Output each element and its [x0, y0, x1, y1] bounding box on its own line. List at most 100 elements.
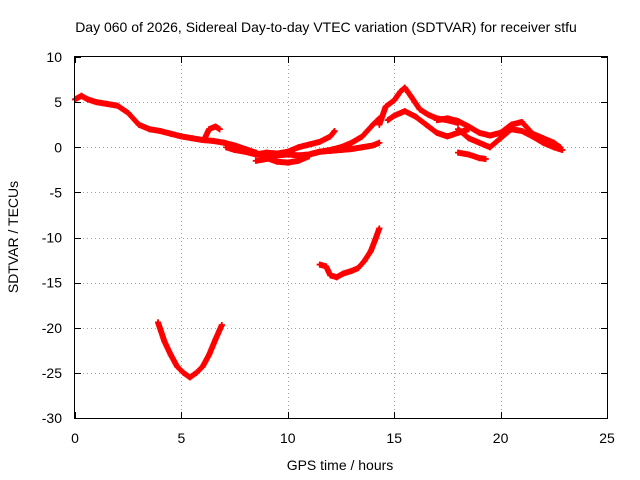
data-point: [455, 149, 462, 156]
data-point: [355, 265, 362, 272]
series-7: [433, 115, 564, 151]
data-point: [376, 225, 383, 232]
y-tick-label: 0: [54, 139, 62, 155]
data-point: [425, 111, 432, 118]
data-point: [348, 139, 355, 146]
data-point: [161, 338, 168, 345]
data-point: [84, 96, 91, 103]
data-point: [369, 121, 376, 128]
x-tick-label: 5: [178, 430, 186, 446]
data-point: [193, 369, 200, 376]
data-point: [189, 135, 196, 142]
data-point: [316, 261, 323, 268]
data-point: [486, 144, 493, 151]
data-point: [327, 272, 334, 279]
data-point: [367, 248, 374, 255]
data-point: [361, 257, 368, 264]
y-tick-label: 10: [46, 49, 62, 65]
data-point: [391, 97, 398, 104]
data-point: [433, 129, 440, 136]
data-point: [218, 322, 225, 329]
data-point: [382, 103, 389, 110]
data-point: [465, 123, 472, 130]
data-point: [416, 106, 423, 113]
data-point: [359, 133, 366, 140]
data-point: [78, 92, 85, 99]
data-point: [529, 133, 536, 140]
data-point: [412, 113, 419, 120]
data-point: [423, 121, 430, 128]
data-point: [327, 146, 334, 153]
y-tick-label: -5: [50, 184, 63, 200]
data-point: [359, 144, 366, 151]
data-point: [146, 126, 153, 133]
data-point: [384, 117, 391, 124]
data-point: [295, 157, 302, 164]
data-point: [455, 126, 462, 133]
series-9: [455, 149, 489, 162]
data-point: [327, 133, 334, 140]
data-point: [376, 121, 383, 128]
y-tick-label: -20: [42, 320, 62, 336]
series-11: [154, 319, 225, 381]
data-point: [306, 151, 313, 158]
data-point: [157, 128, 164, 135]
data-point: [476, 155, 483, 162]
data-point: [340, 270, 347, 277]
data-point: [223, 144, 230, 151]
data-point: [486, 132, 493, 139]
data-point: [338, 144, 344, 151]
data-point: [372, 237, 379, 244]
data-point: [212, 336, 219, 343]
data-point: [220, 139, 227, 146]
data-point: [476, 129, 483, 136]
series-10: [316, 225, 383, 281]
data-point: [186, 374, 193, 381]
data-point: [174, 363, 181, 370]
series-8: [455, 126, 566, 153]
data-point: [201, 135, 208, 142]
data-point: [242, 148, 249, 155]
data-point: [397, 88, 404, 95]
y-tick-label: -10: [42, 230, 62, 246]
data-points: [72, 84, 566, 381]
x-axis-label: GPS time / hours: [287, 457, 394, 473]
data-point: [274, 152, 281, 159]
data-point: [210, 137, 217, 144]
data-point: [497, 135, 504, 142]
x-tick-label: 15: [386, 430, 402, 446]
data-point: [212, 123, 219, 130]
x-tick-label: 25: [599, 430, 615, 446]
data-point: [252, 151, 259, 158]
data-point: [550, 144, 557, 151]
data-point: [316, 138, 323, 145]
data-point: [114, 102, 121, 109]
data-point: [331, 128, 338, 135]
data-point: [295, 152, 302, 159]
data-point: [401, 108, 408, 115]
data-point: [333, 274, 340, 281]
data-point: [199, 363, 206, 370]
ticks: [75, 57, 608, 419]
data-point: [263, 155, 270, 162]
data-point: [103, 100, 110, 107]
data-point: [274, 158, 281, 165]
data-point: [559, 146, 566, 153]
data-point: [348, 267, 355, 274]
data-point: [497, 129, 504, 136]
data-point: [263, 149, 270, 156]
y-tick-label: 5: [54, 94, 62, 110]
data-point: [284, 159, 291, 166]
data-point: [508, 126, 515, 133]
series-1: [201, 123, 223, 142]
data-point: [93, 99, 100, 106]
data-point: [444, 133, 451, 140]
data-point: [154, 319, 161, 326]
data-point: [376, 139, 383, 146]
data-point: [433, 117, 440, 124]
data-point: [518, 128, 525, 135]
data-point: [206, 351, 213, 358]
data-point: [444, 115, 451, 122]
y-tick-label: -25: [42, 365, 62, 381]
